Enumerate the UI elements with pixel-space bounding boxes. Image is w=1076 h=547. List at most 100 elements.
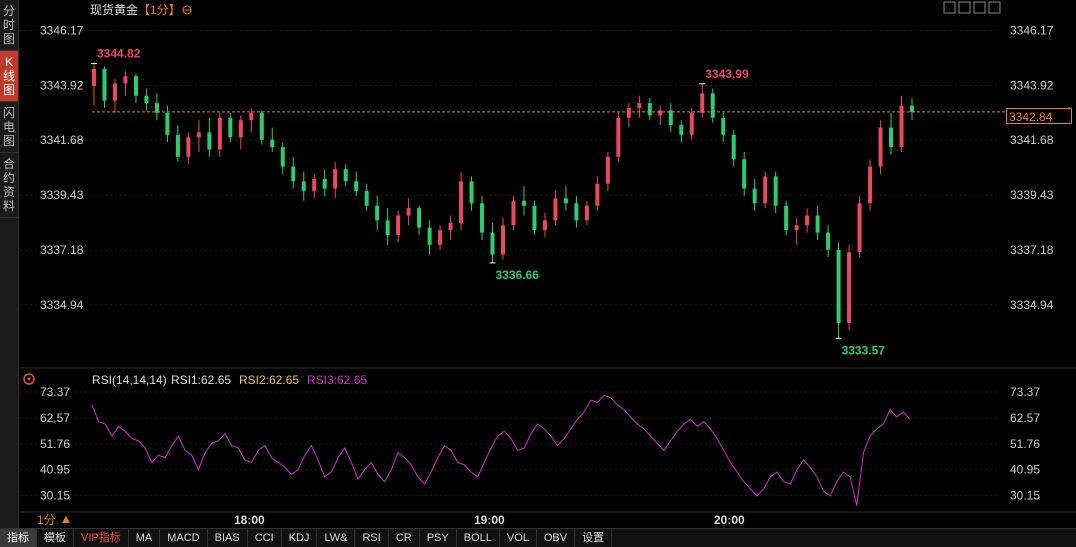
candle-body bbox=[626, 107, 631, 118]
candle-body bbox=[144, 95, 149, 104]
rsi-tick-right-4: 30.15 bbox=[1010, 489, 1040, 503]
candle-body bbox=[259, 112, 264, 140]
candle-body bbox=[563, 198, 568, 204]
candle-body bbox=[889, 127, 894, 148]
rsi2-label: RSI2:62.65 bbox=[239, 373, 299, 387]
candle-body bbox=[333, 169, 338, 189]
candle-body bbox=[542, 220, 547, 231]
candle-body bbox=[857, 203, 862, 253]
zoom-in-icon bbox=[943, 1, 956, 14]
candle-body bbox=[710, 93, 715, 118]
candle-body bbox=[238, 120, 243, 138]
candle-body bbox=[584, 205, 589, 221]
toolbar-item-5[interactable]: BIAS bbox=[208, 529, 248, 547]
candle-body bbox=[910, 105, 914, 112]
indicator-toolbar: 指标 模板 VIP指标 MA MACD BIAS CCI KDJ LW& RSI CR PSY BOLL… bbox=[0, 528, 1076, 547]
rsi-tick-left-0: 73.37 bbox=[40, 385, 70, 399]
rsi-params: RSI(14,14,14) bbox=[92, 373, 167, 387]
candle-body bbox=[186, 137, 191, 157]
toolbar-item-0[interactable]: 指标 bbox=[0, 529, 37, 547]
candle-body bbox=[668, 110, 673, 126]
candle-body bbox=[249, 112, 254, 121]
pan-left-icon bbox=[973, 1, 986, 14]
rsi-settings-icon bbox=[23, 373, 35, 385]
sidebar-tab-1[interactable]: K线图 bbox=[0, 51, 18, 102]
toolbar-item-12[interactable]: BOLL bbox=[457, 529, 500, 547]
y-tick-right-4: 3337.18 bbox=[1010, 243, 1054, 257]
candle-body bbox=[175, 134, 180, 157]
time-label-1: 19:00 bbox=[474, 513, 505, 527]
candle-body bbox=[752, 188, 757, 204]
candle-body bbox=[165, 112, 170, 135]
y-tick-right-5: 3334.94 bbox=[1010, 298, 1054, 312]
candle-body bbox=[532, 205, 537, 231]
rsi-tick-right-2: 51.76 bbox=[1010, 437, 1040, 451]
period-up-icon bbox=[62, 516, 70, 523]
y-tick-right-0: 3346.17 bbox=[1010, 24, 1054, 38]
toolbar-item-8[interactable]: LW& bbox=[317, 529, 356, 547]
kline-chart[interactable]: 现货黄金 【1分】 3346.17 3346.17 3343.92 3343.92 3341… bbox=[20, 0, 1076, 528]
sidebar-tab-3[interactable]: 合约资料 bbox=[0, 153, 18, 218]
candle-body bbox=[301, 181, 306, 192]
candle-body bbox=[616, 117, 621, 157]
sidebar-tab-0[interactable]: 分时图 bbox=[0, 0, 18, 51]
rsi-tick-right-0: 73.37 bbox=[1010, 385, 1040, 399]
candle-body bbox=[280, 147, 285, 167]
toolbar-item-11[interactable]: PSY bbox=[420, 529, 457, 547]
candle-body bbox=[878, 127, 883, 167]
toolbar-item-9[interactable]: RSI bbox=[355, 529, 389, 547]
candle-body bbox=[207, 132, 212, 150]
candle-body bbox=[763, 176, 768, 204]
toolbar-item-15[interactable]: 设置 bbox=[575, 529, 613, 547]
toolbar-item-2[interactable]: VIP指标 bbox=[74, 529, 129, 547]
rsi-tick-left-2: 51.76 bbox=[40, 437, 70, 451]
period-label: 【1分】 bbox=[138, 3, 181, 17]
rsi-settings-dot bbox=[27, 377, 31, 381]
toolbar-item-4[interactable]: MACD bbox=[160, 529, 208, 547]
candle-body bbox=[794, 225, 799, 231]
sidebar-tab-2[interactable]: 闪电图 bbox=[0, 102, 18, 153]
time-label-0: 18:00 bbox=[234, 513, 265, 527]
candle-body bbox=[731, 134, 736, 160]
candle-body bbox=[123, 76, 128, 84]
annotation-low2: 3333.57 bbox=[842, 343, 886, 357]
toolbar-item-14[interactable]: OBV bbox=[537, 529, 576, 547]
toolbar-item-13[interactable]: VOL bbox=[500, 529, 537, 547]
chart-area[interactable]: 现货黄金 【1分】 3346.17 3346.17 3343.92 3343.92 3341… bbox=[20, 0, 1076, 528]
rsi-tick-right-3: 40.95 bbox=[1010, 463, 1040, 477]
candle-body bbox=[343, 169, 348, 182]
candle-body bbox=[521, 200, 526, 206]
candle-body bbox=[826, 232, 831, 250]
candle-body bbox=[480, 203, 485, 233]
toolbar-item-6[interactable]: CCI bbox=[248, 529, 282, 547]
candle-body bbox=[637, 103, 642, 108]
candle-body bbox=[805, 215, 810, 226]
rsi1-label: RSI1:62.65 bbox=[171, 373, 231, 387]
y-tick-right-2: 3341.68 bbox=[1010, 133, 1054, 147]
rsi-line bbox=[91, 394, 911, 506]
candle-body bbox=[364, 191, 369, 206]
toolbar-item-7[interactable]: KDJ bbox=[282, 529, 318, 547]
toolbar-item-1[interactable]: 模板 bbox=[37, 529, 74, 547]
candle-body bbox=[899, 105, 904, 148]
candle-body bbox=[815, 215, 820, 233]
candle-body bbox=[553, 198, 558, 221]
zoom-out-icon bbox=[958, 1, 971, 14]
y-tick-left-5: 3334.94 bbox=[40, 298, 84, 312]
y-tick-left-4: 3337.18 bbox=[40, 243, 84, 257]
toolbar-item-3[interactable]: MA bbox=[129, 529, 161, 547]
candle-body bbox=[154, 103, 159, 113]
candle-body bbox=[679, 125, 684, 135]
candle-body bbox=[438, 230, 443, 245]
candle-body bbox=[742, 159, 747, 189]
candle-body bbox=[721, 117, 726, 135]
toolbar-item-10[interactable]: CR bbox=[389, 529, 420, 547]
candle-body bbox=[385, 220, 390, 236]
candle-body bbox=[228, 117, 233, 138]
candle-body bbox=[647, 103, 652, 116]
candle-body bbox=[92, 68, 96, 86]
rsi-tick-right-1: 62.57 bbox=[1010, 411, 1040, 425]
candle-body bbox=[595, 183, 600, 206]
candle-body bbox=[291, 166, 296, 182]
candle-body bbox=[396, 215, 401, 236]
